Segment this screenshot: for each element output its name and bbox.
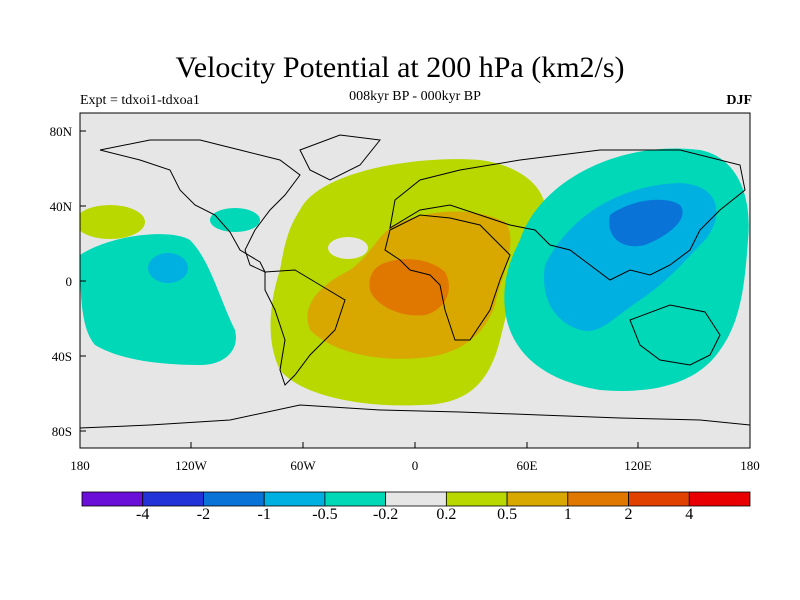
colorbar-swatch xyxy=(203,491,265,507)
lon-label-60w: 60W xyxy=(290,458,316,473)
lat-label-80n: 80N xyxy=(49,124,72,139)
colorbar xyxy=(81,491,751,507)
colorbar-label: 1 xyxy=(563,506,572,523)
lat-label-40n: 40N xyxy=(49,199,72,214)
colorbar-swatch xyxy=(688,491,751,507)
colorbar-swatch xyxy=(567,491,629,507)
colorbar-label: -1 xyxy=(257,506,271,523)
season-label: DJF xyxy=(726,93,752,108)
lon-label-120e: 120E xyxy=(624,458,652,473)
coast-greenland xyxy=(299,134,381,181)
colorbar-label: -0.2 xyxy=(372,506,399,523)
contour-neg-0.2-atlantic xyxy=(210,208,260,232)
lat-label-80s: 80S xyxy=(51,424,72,439)
colorbar-swatch xyxy=(81,491,144,507)
coast-africa-eurasia xyxy=(384,149,746,341)
lon-label-0: 0 xyxy=(411,458,419,473)
lat-label-0: 0 xyxy=(65,274,73,289)
lon-label-120w: 120W xyxy=(175,458,207,473)
experiment-label: Expt = tdxoi1-tdxoa1 xyxy=(80,93,200,108)
coast-antarctica xyxy=(80,404,750,429)
contour-neg-0.2-east xyxy=(80,234,236,365)
colorbar-swatch xyxy=(142,491,204,507)
colorbar-label: -2 xyxy=(196,506,211,523)
colorbar-swatch xyxy=(445,491,508,507)
colorbar-label: -0.5 xyxy=(312,506,338,523)
colorbar-swatch xyxy=(628,491,690,507)
coastlines xyxy=(80,134,750,429)
contour-field xyxy=(80,113,750,448)
lon-label-60e: 60E xyxy=(516,458,538,473)
lon-label-180e: 180 xyxy=(740,458,760,473)
coast-australia xyxy=(629,304,721,366)
contour-pos-0.2-pacific xyxy=(80,205,145,239)
contour-neutral-hole xyxy=(328,237,368,259)
map-subtitle: 008kyr BP - 000kyr BP xyxy=(349,89,481,104)
lon-label-180w: 180 xyxy=(70,458,90,473)
contour-neg-1 xyxy=(609,199,683,247)
colorbar-label: 0.2 xyxy=(436,506,457,523)
axis-ticks xyxy=(80,130,639,448)
contour-neg-0.5-pacific xyxy=(148,253,188,283)
colorbar-swatch xyxy=(324,491,387,507)
colorbar-label: -4 xyxy=(136,506,150,523)
coast-north-america xyxy=(99,139,301,274)
colorbar-label: 2 xyxy=(624,506,633,523)
coast-south-america xyxy=(264,269,346,386)
lat-label-40s: 40S xyxy=(51,349,72,364)
colorbar-label: 4 xyxy=(685,506,694,523)
page-title: Velocity Potential at 200 hPa (km2/s) xyxy=(175,51,625,84)
colorbar-swatch xyxy=(263,491,326,507)
colorbar-label: 0.5 xyxy=(497,506,518,523)
colorbar-swatch xyxy=(385,491,447,507)
colorbar-swatch xyxy=(506,491,569,507)
contour-pos-1 xyxy=(369,259,449,316)
